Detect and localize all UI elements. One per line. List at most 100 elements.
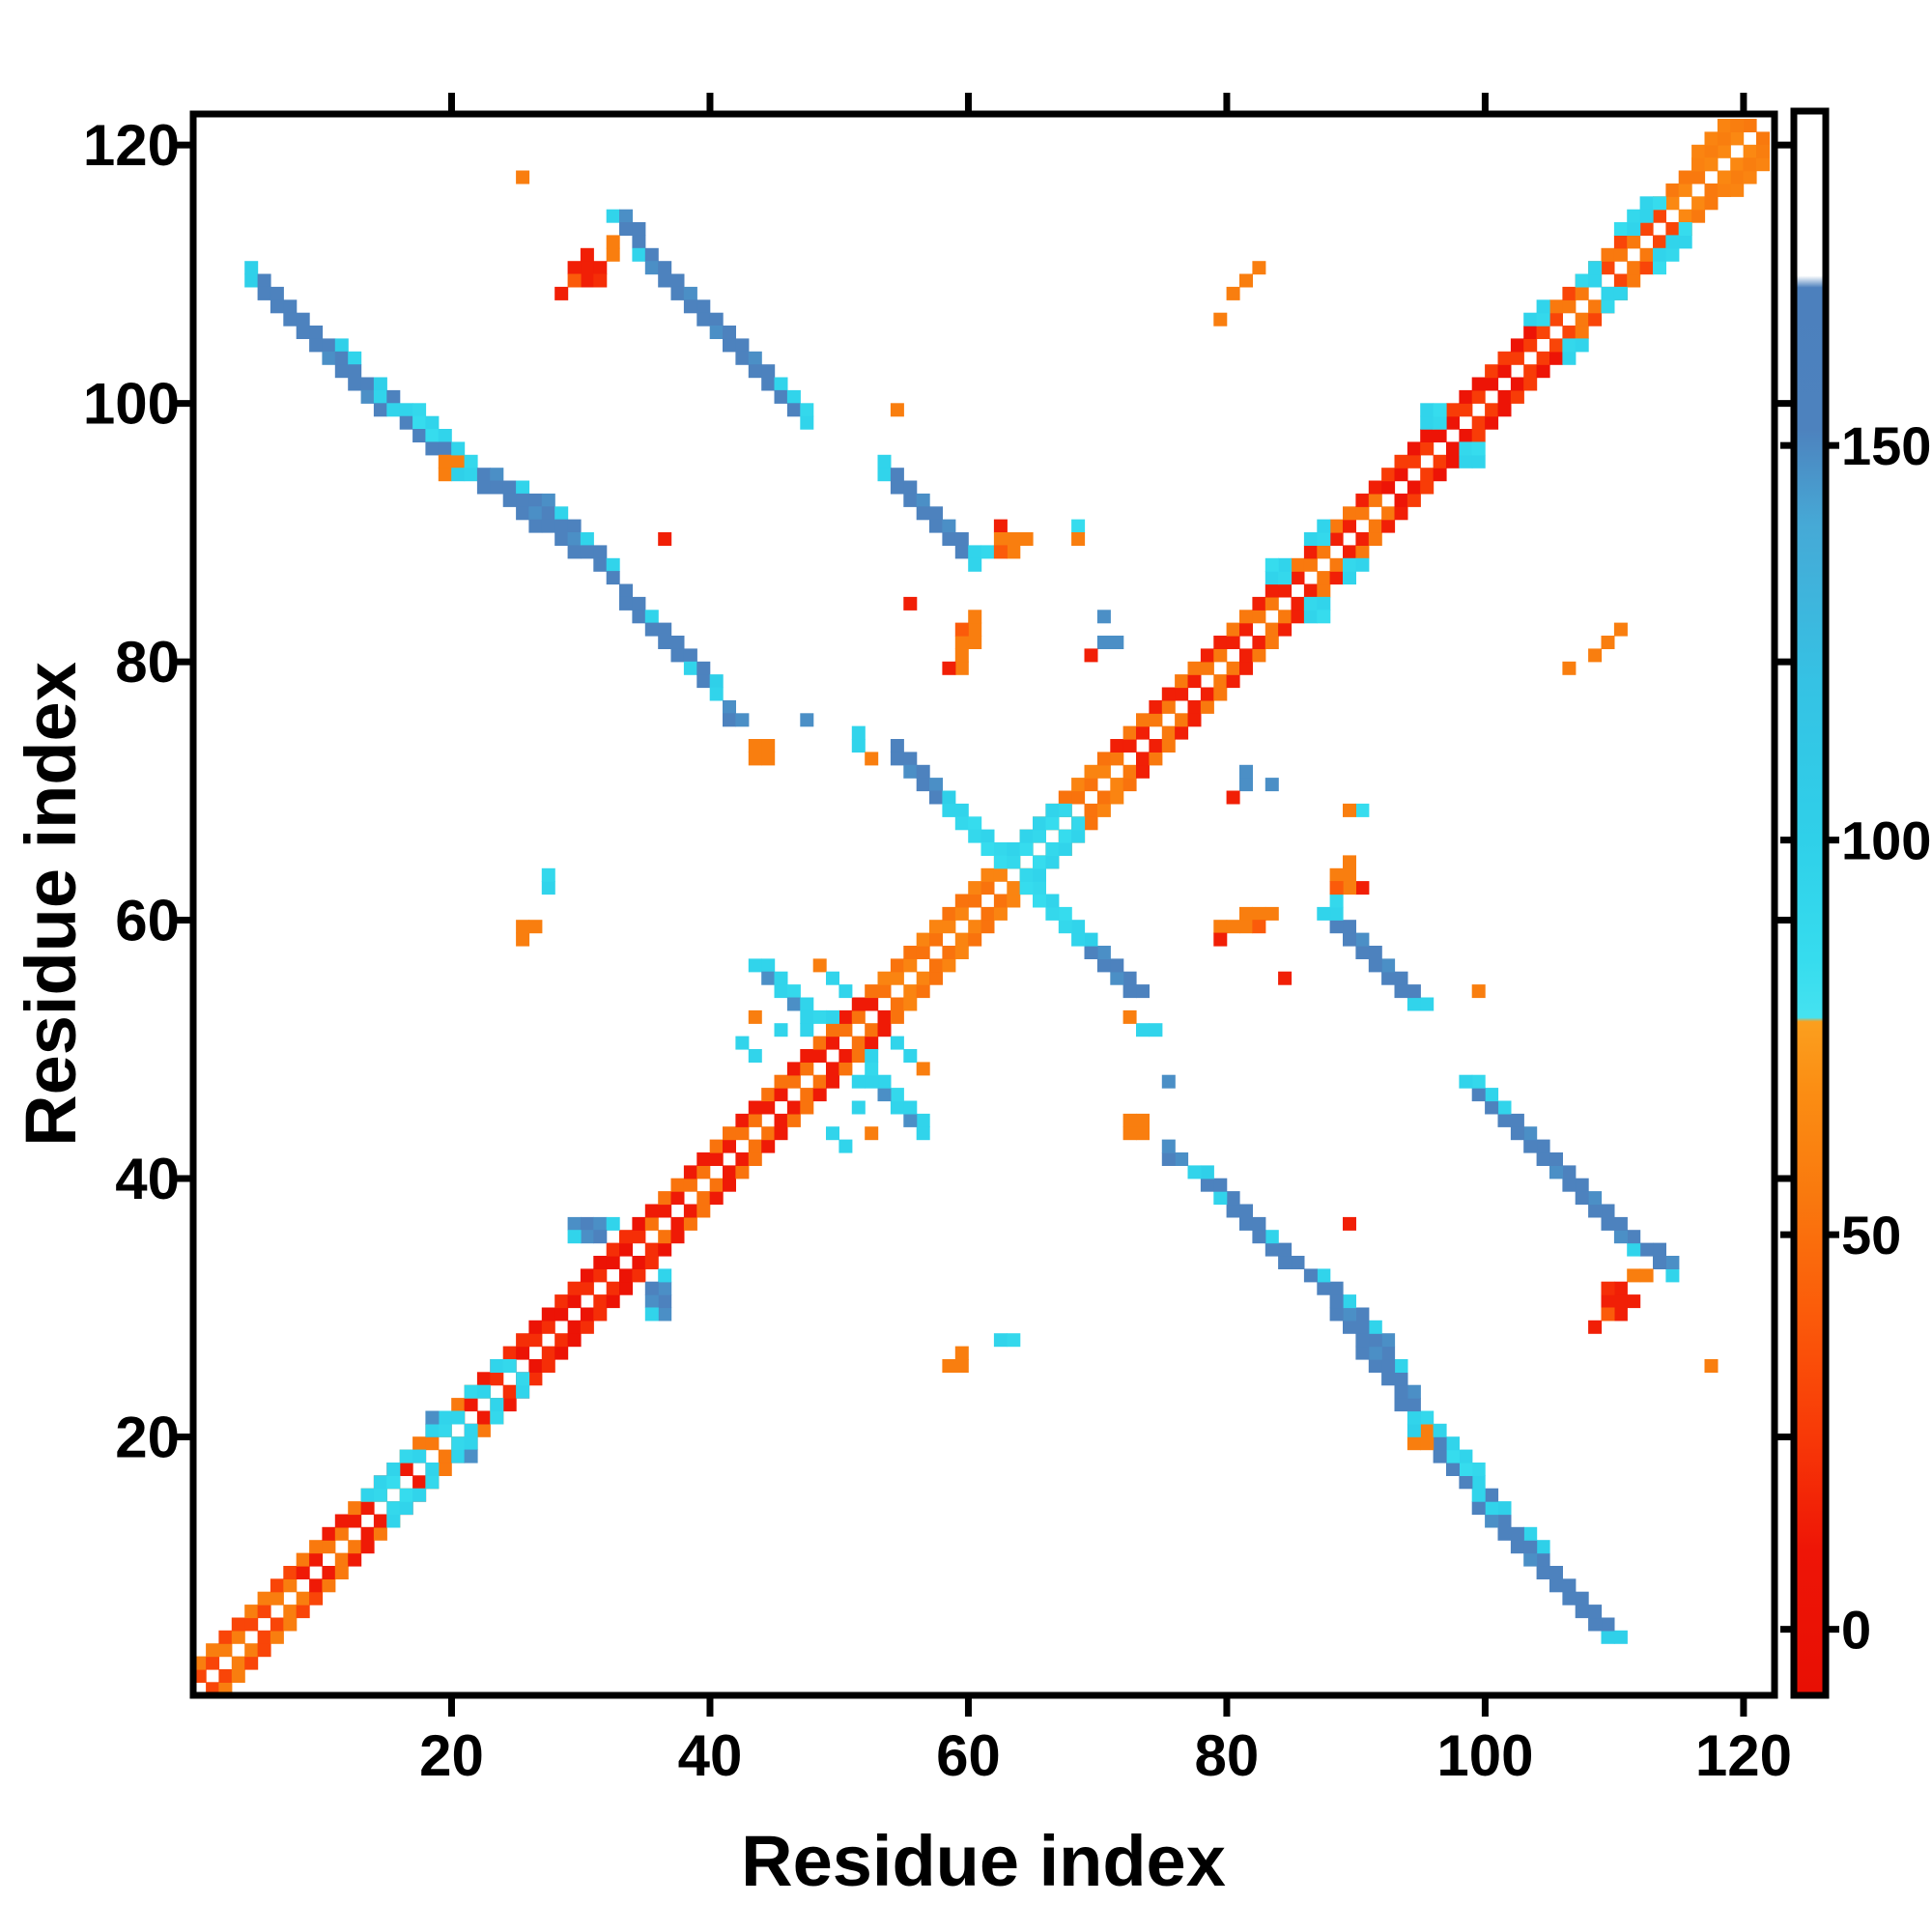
heatmap-cell [774,389,788,404]
heatmap-cell [1071,816,1086,831]
heatmap-cell [748,1049,762,1063]
heatmap-cell [735,1165,750,1179]
heatmap-cell [1122,778,1137,792]
heatmap-cell [644,1294,659,1309]
heatmap-cell [851,1049,866,1063]
heatmap-cell [1588,261,1603,275]
heatmap-cell [761,958,776,973]
heatmap-cell [606,209,620,223]
heatmap-cell [1523,326,1538,339]
heatmap-cell [735,1113,750,1127]
heatmap-cell [438,441,452,456]
heatmap-cell [826,1062,839,1076]
heatmap-cell [644,1281,659,1295]
heatmap-cell [658,1191,672,1206]
heatmap-cell [451,454,466,469]
heatmap-cell [1549,351,1563,365]
heatmap-cell [412,1475,427,1490]
heatmap-cell [231,1656,245,1670]
heatmap-cell [231,1630,245,1644]
heatmap-cell [942,803,956,817]
heatmap-cell [1536,1139,1550,1153]
heatmap-cell [502,493,517,507]
heatmap-cell [1343,1307,1356,1321]
heatmap-cell [993,519,1008,533]
heatmap-cell [1743,170,1757,185]
heatmap-cell [1084,803,1098,817]
heatmap-cell [1523,1552,1538,1567]
heatmap-cell [1562,286,1577,300]
heatmap-cell [800,1100,814,1115]
heatmap-cell [1653,1256,1666,1269]
heatmap-cell [1019,829,1034,843]
heatmap-cell [1084,932,1098,947]
heatmap-cell [1084,946,1098,959]
heatmap-cell [993,532,1008,546]
heatmap-cell [826,1126,839,1141]
heatmap-cell [425,1423,440,1437]
heatmap-cell [709,1178,724,1192]
x-tick-label: 20 [419,1723,484,1788]
heatmap-cell [1175,674,1189,689]
heatmap-cell [1497,1113,1512,1127]
heatmap-cell [670,286,685,300]
heatmap-cell [593,545,608,559]
heatmap-cell [1226,674,1240,689]
heatmap-cell [916,946,930,959]
heatmap-cell [723,713,736,727]
heatmap-cell [322,1566,336,1579]
heatmap-cell [464,454,478,469]
heatmap-cell [1549,1566,1563,1579]
heatmap-cell [890,403,904,417]
heatmap-cell [1368,480,1382,495]
heatmap-cell [580,1216,594,1231]
heatmap-cell [761,1126,776,1141]
heatmap-cell [1497,351,1512,365]
heatmap-cell [451,1410,466,1425]
heatmap-cell [1329,906,1344,921]
heatmap-cell [348,1514,362,1528]
heatmap-cell [1045,855,1060,869]
heatmap-cell [1264,906,1279,921]
heatmap-cell [709,687,724,701]
heatmap-cell [1485,377,1499,391]
heatmap-cell [1303,1268,1318,1283]
heatmap-cell [968,816,982,831]
heatmap-cell [993,1333,1008,1348]
heatmap-cell [1122,764,1137,779]
heatmap-cell [1033,867,1046,882]
heatmap-cell [1355,1320,1370,1334]
heatmap-cell [723,699,736,714]
heatmap-cell [644,1242,659,1257]
heatmap-cell [1187,1165,1202,1179]
heatmap-cell [1510,1126,1524,1141]
heatmap-cell [1355,946,1370,959]
heatmap-cell [774,1126,788,1141]
heatmap-cell [386,403,401,417]
heatmap-cell [670,648,685,663]
heatmap-cell [1264,596,1279,611]
heatmap-cell [800,415,814,430]
heatmap-cell [877,454,892,469]
heatmap-cell [1317,532,1331,546]
heatmap-cell [1252,596,1266,611]
heatmap-cell [606,1216,620,1231]
heatmap-cell [502,1359,517,1373]
heatmap-cell [296,1591,310,1605]
heatmap-cell [812,1074,827,1089]
heatmap-cell [1343,855,1356,869]
heatmap-cell [1406,1423,1421,1437]
heatmap-cell [954,661,969,675]
heatmap-cell [1019,867,1034,882]
heatmap-cell [1058,842,1072,856]
heatmap-cell [516,480,530,495]
heatmap-cell [412,1436,427,1451]
heatmap-cell [1175,725,1189,740]
heatmap-cell [1575,1178,1589,1192]
heatmap-cell [1459,389,1473,404]
heatmap-cell [412,1449,427,1463]
heatmap-cell [580,1268,594,1283]
heatmap-cell [890,1088,904,1102]
heatmap-cell [1226,622,1240,637]
heatmap-cell [1459,441,1473,456]
